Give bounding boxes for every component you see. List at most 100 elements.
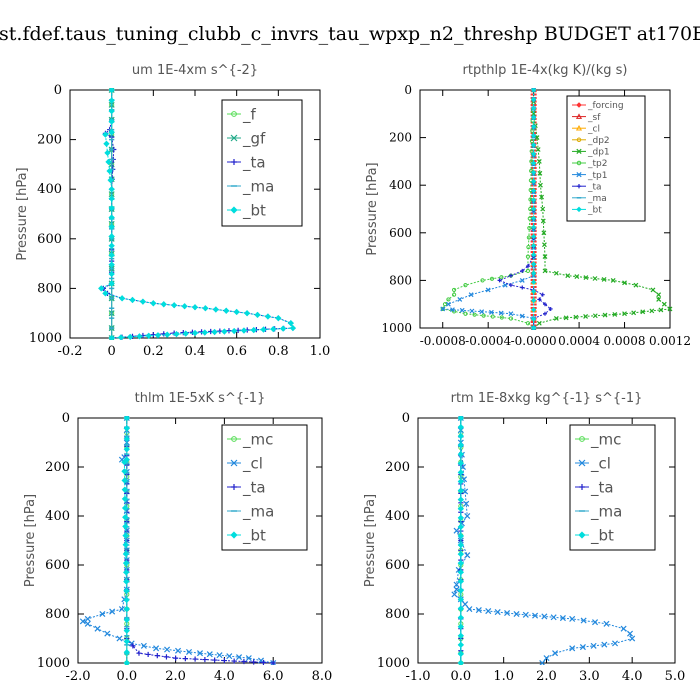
series-point-tp2 xyxy=(481,313,486,318)
series-point-bt xyxy=(121,495,129,503)
series-point-bt xyxy=(118,295,126,302)
series-point-cl xyxy=(99,610,106,618)
series-point-cl xyxy=(185,648,193,655)
series-point-cl xyxy=(109,608,116,615)
series-point-ta xyxy=(537,297,542,302)
y-tick-label: 0 xyxy=(62,411,70,426)
series-point-tp1 xyxy=(469,308,475,314)
series-point-dp1 xyxy=(541,230,547,236)
x-tick-label: 0.4 xyxy=(185,344,206,359)
x-tick-label: 4.0 xyxy=(214,669,235,684)
series-point-ta xyxy=(548,306,553,311)
series-point-bt xyxy=(123,416,130,422)
x-tick-label: 0.2 xyxy=(143,344,164,359)
series-point-bt xyxy=(108,223,115,231)
series-point-cl xyxy=(164,646,171,653)
series-point-ta xyxy=(540,292,545,297)
y-tick-label: 600 xyxy=(37,232,62,247)
y-tick-label: 800 xyxy=(385,607,410,622)
legend-entry: _sf xyxy=(587,113,601,123)
series-point-bt xyxy=(457,416,464,422)
series-point-bt xyxy=(122,523,129,530)
series-point-bt xyxy=(108,261,115,268)
series-point-cl xyxy=(559,615,566,622)
series-point-ta xyxy=(145,651,151,658)
series-point-bt xyxy=(108,195,115,202)
series-point-tp1 xyxy=(440,306,446,312)
x-tick-label: 8.0 xyxy=(312,669,333,684)
series-point-bt xyxy=(123,446,130,453)
series-point-tp1 xyxy=(445,301,451,307)
x-tick-label: 0.0012 xyxy=(649,334,691,348)
series-point-dp1 xyxy=(658,307,664,313)
panel-3: thlm 1E-5xK s^{-1} Pressure [hPa] 0 200 400 6… xyxy=(23,391,332,684)
series-point-bt xyxy=(457,514,464,521)
series-point-bt xyxy=(531,316,537,322)
series-point-bt xyxy=(260,326,267,333)
series-line-tp1 xyxy=(441,90,535,328)
series-point-bt xyxy=(121,486,128,493)
series-point-tp2 xyxy=(525,321,531,326)
series-point-dp1 xyxy=(612,311,618,317)
legend-entry: _bt xyxy=(242,526,266,545)
series-point-bt xyxy=(201,329,208,336)
series-point-tp1 xyxy=(468,292,474,298)
series-point-bt xyxy=(457,614,464,621)
legend-swatch-marker xyxy=(575,124,583,131)
series-point-cl xyxy=(612,640,619,647)
series-point-cl xyxy=(451,591,458,598)
series-point-cl xyxy=(226,653,233,660)
legend-swatch-marker xyxy=(576,148,582,155)
series-point-bt xyxy=(191,329,199,337)
legend-entry: _f xyxy=(242,105,257,124)
series-point-tp1 xyxy=(498,310,504,316)
series-point-dp1 xyxy=(661,301,667,307)
panel-title: thlm 1E-5xK s^{-1} xyxy=(135,391,266,406)
series-point-tp2 xyxy=(489,276,495,281)
series-point-cl xyxy=(453,527,460,534)
series-point-bt xyxy=(221,328,228,335)
series-point-bt xyxy=(457,578,464,585)
series-point-cl xyxy=(116,635,123,642)
series-point-bt xyxy=(127,333,134,340)
series-point-bt xyxy=(531,288,537,294)
legend-swatch-marker xyxy=(231,436,237,442)
series-point-bt xyxy=(102,131,109,138)
series-point-bt xyxy=(145,332,152,339)
figure-title: ltthist.fdef.taus_tuning_clubb_c_invrs_t… xyxy=(0,23,700,45)
series-point-bt xyxy=(531,142,537,148)
series-point-bt xyxy=(129,296,136,304)
series-point-cl xyxy=(236,654,243,661)
x-tick-label: 6.0 xyxy=(263,669,284,684)
legend-entry: _ma xyxy=(242,177,274,196)
series-point-bt xyxy=(457,569,464,576)
series-point-tp2 xyxy=(490,314,495,319)
x-tick-label: 0 xyxy=(108,344,116,359)
series-point-bt xyxy=(123,627,130,634)
series-point-ta xyxy=(163,654,170,660)
y-tick-label: 400 xyxy=(37,182,62,197)
series-point-cl xyxy=(466,606,473,613)
series-point-dp1 xyxy=(656,297,662,302)
y-tick-label: 1000 xyxy=(377,656,410,671)
legend-swatch-marker xyxy=(576,160,582,166)
series-point-bt xyxy=(457,478,464,485)
series-point-ta xyxy=(217,328,223,334)
series-point-bt xyxy=(223,307,230,314)
series-point-bt xyxy=(457,523,464,531)
series-point-ta xyxy=(508,273,513,278)
series-point-bt xyxy=(457,596,464,603)
series-point-ta xyxy=(543,311,547,316)
series-point-bt xyxy=(108,242,115,249)
series-point-dp1 xyxy=(656,292,662,298)
series-group xyxy=(79,416,277,665)
series-point-bt xyxy=(457,587,464,594)
series-group xyxy=(451,416,636,665)
legend-entry: _cl xyxy=(590,454,611,473)
series-point-bt xyxy=(104,149,111,156)
series-point-bt xyxy=(250,326,257,334)
legend-swatch-marker xyxy=(231,111,237,117)
series-point-ta xyxy=(202,656,208,663)
series-point-bt xyxy=(108,280,115,287)
y-tick-label: 600 xyxy=(389,226,412,240)
